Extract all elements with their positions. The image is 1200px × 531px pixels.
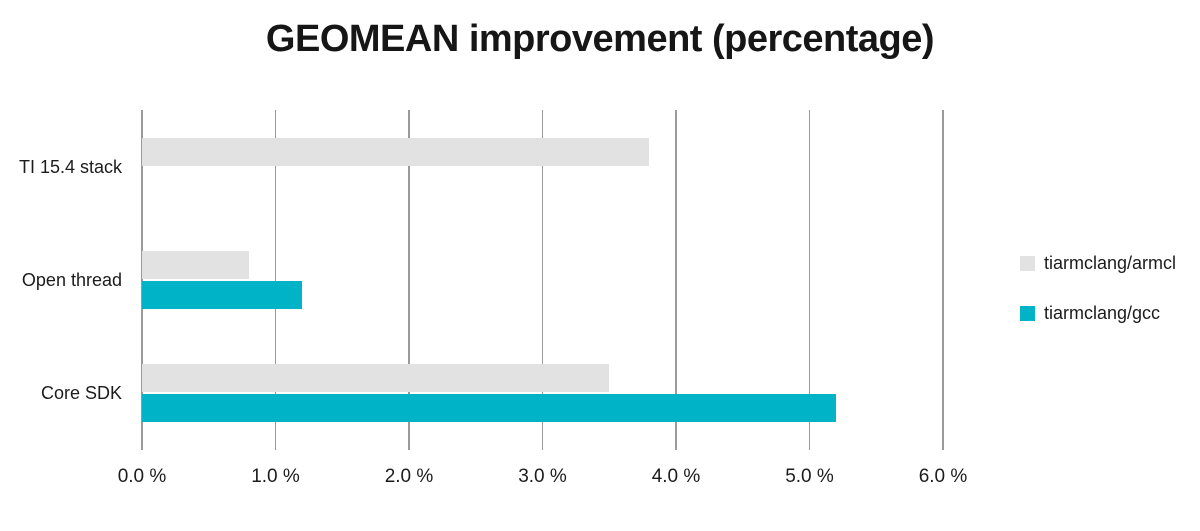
bar — [142, 364, 610, 393]
gridline — [141, 110, 143, 450]
category-label: TI 15.4 stack — [18, 156, 122, 177]
legend-item: tiarmclang/gcc — [1020, 302, 1176, 324]
gridline — [408, 110, 410, 450]
bar — [142, 251, 249, 279]
x-tick-label: 5.0 % — [785, 466, 834, 487]
x-tick-label: 0.0 % — [117, 466, 167, 487]
legend-label: tiarmclang/armcl — [1044, 252, 1177, 273]
x-tick-label: 1.0 % — [251, 466, 300, 487]
category-label: Core SDK — [40, 383, 122, 404]
x-tick-label: 3.0 % — [518, 466, 567, 487]
legend: tiarmclang/armcl tiarmclang/gcc — [1020, 252, 1176, 352]
x-tick-label: 6.0 % — [918, 466, 968, 487]
legend-swatch-icon — [1020, 255, 1035, 271]
chart-title: GEOMEAN improvement (percentage) — [265, 18, 935, 60]
gridline — [541, 110, 544, 450]
legend-swatch-icon — [1020, 305, 1035, 321]
gridline — [274, 110, 277, 450]
gridline — [942, 110, 944, 450]
legend-item: tiarmclang/armcl — [1020, 252, 1176, 274]
gridline — [808, 110, 811, 450]
bar — [142, 137, 650, 166]
gridline — [675, 110, 677, 450]
bar — [142, 281, 303, 309]
bar — [142, 394, 837, 423]
category-label: Open thread — [21, 270, 122, 290]
legend-label: tiarmclang/gcc — [1044, 302, 1161, 323]
x-tick-label: 2.0 % — [384, 466, 434, 487]
x-tick-label: 4.0 % — [651, 466, 701, 487]
